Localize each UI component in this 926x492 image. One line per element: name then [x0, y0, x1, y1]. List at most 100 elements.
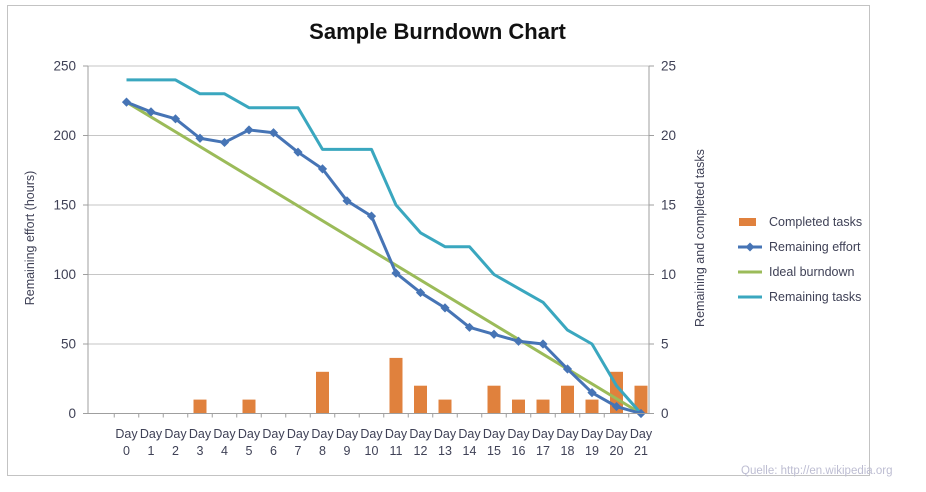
marker-diamond [415, 287, 426, 298]
x-tick-label: 14 [463, 444, 477, 458]
left-axis-tick-label: 250 [53, 59, 76, 74]
x-tick-label: Day [483, 427, 506, 441]
x-tick-label: 21 [634, 444, 648, 458]
x-tick-label: Day [507, 427, 530, 441]
x-tick-label: Day [630, 427, 653, 441]
right-axis-tick-label: 20 [661, 128, 676, 143]
x-tick-label: Day [532, 427, 555, 441]
x-tick-label: Day [385, 427, 408, 441]
right-axis-tick-label: 10 [661, 267, 676, 282]
right-axis-tick-label: 15 [661, 198, 676, 213]
left-axis-tick-label: 100 [53, 267, 76, 282]
bar-completed-tasks [585, 399, 599, 414]
marker-diamond [195, 133, 205, 143]
x-tick-label: 17 [536, 444, 550, 458]
x-tick-label: 2 [172, 444, 179, 458]
x-tick-label: 4 [221, 444, 228, 458]
source-note: Quelle: http://en.wikipedia.org [741, 465, 893, 477]
x-tick-label: Day [213, 427, 236, 441]
marker-diamond [489, 329, 499, 339]
bar-completed-tasks [512, 399, 525, 414]
marker-diamond [121, 97, 132, 107]
x-tick-label: Day [287, 427, 310, 441]
bar-completed-tasks [193, 399, 207, 414]
x-tick-label: 9 [344, 444, 351, 458]
x-tick-label: Day [605, 427, 628, 441]
legend-label: Ideal burndown [769, 265, 855, 279]
marker-diamond [342, 196, 352, 206]
x-tick-label: Day [458, 427, 481, 441]
left-axis-tick-label: 0 [68, 406, 76, 421]
legend-swatch-shape [739, 218, 756, 226]
x-tick-label: 3 [197, 444, 204, 458]
x-tick-label: 0 [123, 444, 130, 458]
bar-completed-tasks [389, 357, 403, 414]
legend: Completed tasks Remaining effort Ideal b… [738, 215, 862, 315]
left-axis-tick-label: 150 [53, 198, 76, 213]
bar-completed-tasks [487, 385, 501, 414]
x-tick-label: 15 [487, 444, 501, 458]
x-tick-label: 13 [438, 444, 452, 458]
marker-diamond [562, 364, 573, 374]
legend-item-completed-tasks: Completed tasks [738, 215, 862, 229]
right-axis-tick-label: 25 [661, 59, 676, 74]
marker-diamond [538, 339, 548, 349]
x-tick-label: 1 [148, 444, 155, 458]
x-tick-label: Day [115, 427, 138, 441]
bar-swatch-icon [739, 218, 756, 226]
marker-diamond [317, 164, 328, 174]
bar-completed-tasks [634, 385, 648, 414]
x-tick-label: 12 [414, 444, 428, 458]
line-swatch-icon [738, 270, 762, 274]
x-tick-label: 19 [585, 444, 599, 458]
marker-diamond [268, 128, 279, 138]
x-tick-label: Day [164, 427, 187, 441]
x-tick-label: Day [409, 427, 432, 441]
legend-label: Remaining effort [769, 240, 861, 254]
x-tick-label: Day [238, 427, 261, 441]
line-remaining-effort [125, 100, 642, 415]
chart-border [7, 5, 870, 476]
marker-diamond [440, 303, 450, 313]
x-tick-label: Day [189, 427, 212, 441]
line-swatch-icon [738, 295, 762, 299]
x-tick-label: 11 [390, 444, 403, 458]
x-tick-label: Day [336, 427, 359, 441]
line-ideal-burndown [125, 100, 643, 415]
legend-item-ideal-burndown: Ideal burndown [738, 265, 862, 279]
bar-completed-tasks [242, 399, 256, 414]
bar-completed-tasks [438, 399, 452, 414]
bar-completed-tasks [536, 399, 550, 414]
legend-item-remaining-tasks: Remaining tasks [738, 290, 862, 304]
marker-diamond [391, 268, 401, 278]
x-tick-label: Day [581, 427, 604, 441]
marker-diamond [611, 401, 622, 412]
x-tick-label: 7 [295, 444, 302, 458]
line-remaining-tasks [126, 78, 643, 415]
left-axis-tick-label: 50 [61, 337, 76, 352]
x-tick-label: 8 [319, 444, 326, 458]
x-tick-label: 20 [610, 444, 624, 458]
x-tick-label: Day [360, 427, 383, 441]
legend-label: Remaining tasks [769, 290, 862, 304]
x-tick-label: Day [556, 427, 579, 441]
right-axis-tick-label: 5 [661, 337, 669, 352]
x-tick-label: 18 [561, 444, 575, 458]
marker-diamond [146, 107, 156, 117]
x-tick-label: Day [140, 427, 163, 441]
chart-title: Sample Burndown Chart [309, 19, 566, 44]
marker-diamond [219, 137, 230, 148]
x-tick-label: 5 [246, 444, 253, 458]
bar-completed-tasks [414, 385, 427, 414]
marker-diamond [170, 114, 181, 124]
line-diamond-swatch-icon [738, 242, 762, 252]
legend-swatch-shape [745, 242, 755, 252]
marker-diamond [513, 336, 524, 346]
x-tick-label: 16 [512, 444, 526, 458]
x-tick-label: Day [262, 427, 285, 441]
bar-completed-tasks [316, 371, 329, 414]
x-tick-label: 6 [270, 444, 277, 458]
left-axis-tick-label: 200 [53, 128, 76, 143]
